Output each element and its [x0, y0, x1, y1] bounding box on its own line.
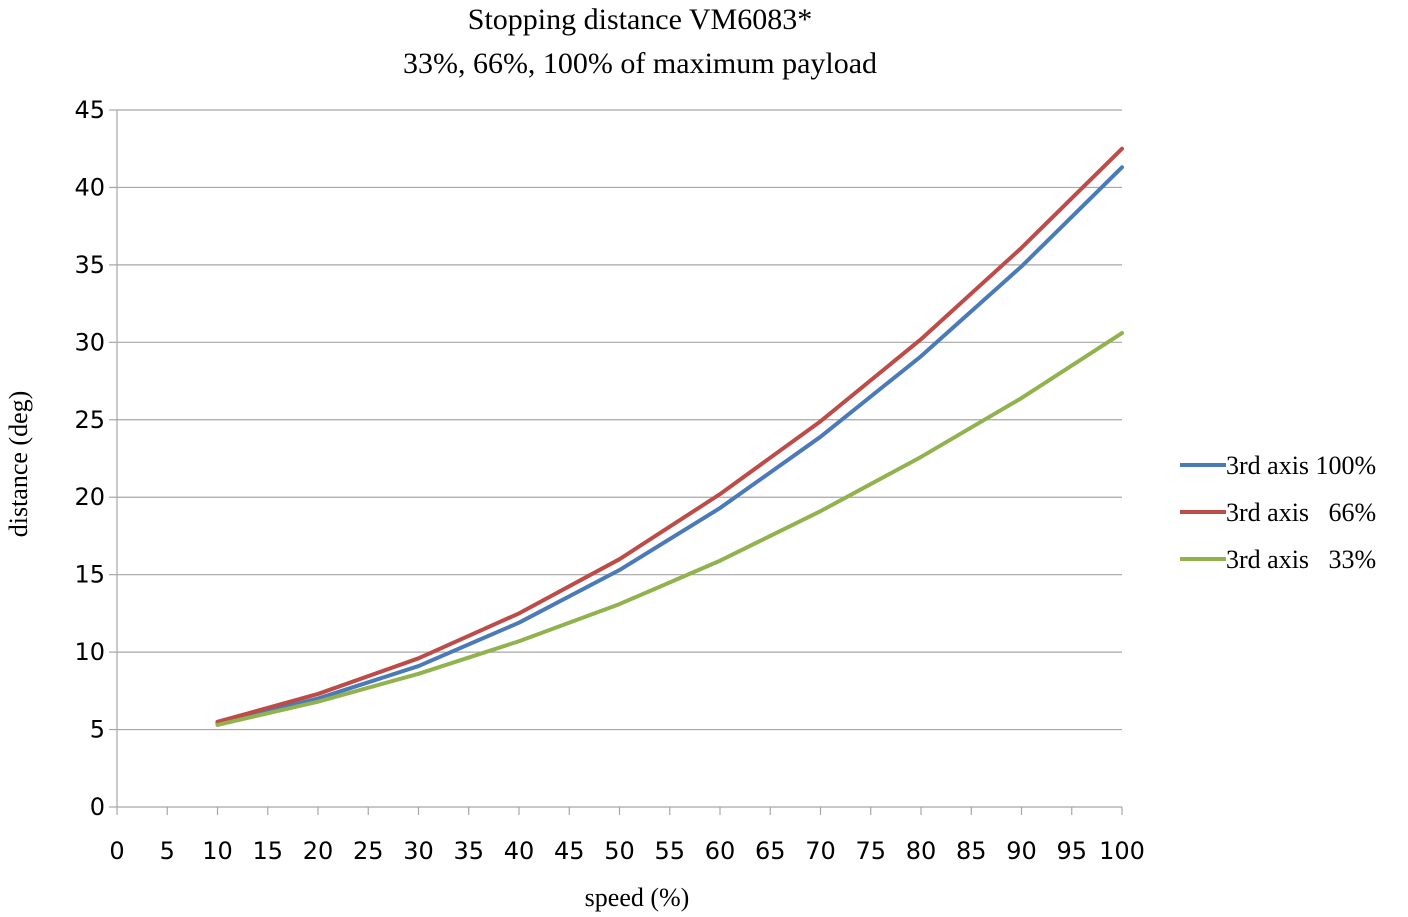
y-axis-label: distance (deg) [4, 391, 33, 538]
y-tick-label: 45 [74, 96, 105, 124]
x-tick-label: 75 [855, 837, 886, 865]
x-axis-label: speed (%) [585, 883, 690, 912]
y-tick-label: 35 [74, 251, 105, 279]
y-tick-label: 5 [90, 716, 105, 744]
x-tick-label: 95 [1056, 837, 1087, 865]
y-tick-label: 25 [74, 406, 105, 434]
x-tick-label: 0 [109, 837, 124, 865]
x-tick-label: 55 [654, 837, 685, 865]
x-tick-label: 50 [604, 837, 635, 865]
legend-label: 3rd axis 66% [1226, 498, 1376, 527]
x-tick-label: 30 [403, 837, 434, 865]
x-tick-label: 85 [956, 837, 987, 865]
chart-subtitle: 33%, 66%, 100% of maximum payload [403, 47, 877, 80]
x-tick-label: 25 [353, 837, 384, 865]
x-tick-label: 100 [1099, 837, 1145, 865]
series-line-1 [215, 165, 1124, 726]
y-tick-label: 10 [74, 638, 105, 666]
y-tick-label: 0 [90, 793, 105, 821]
y-tick-label: 15 [74, 561, 105, 589]
x-tick-label: 35 [453, 837, 484, 865]
chart-title: Stopping distance VM6083* [468, 3, 812, 36]
x-tick-label: 65 [755, 837, 786, 865]
x-tick-label: 80 [906, 837, 937, 865]
series-line-3 [215, 331, 1124, 727]
x-tick-label: 40 [504, 837, 535, 865]
x-tick-label: 10 [202, 837, 233, 865]
legend-label: 3rd axis 100% [1226, 451, 1376, 480]
y-tick-label: 30 [74, 328, 105, 356]
y-tick-label: 40 [74, 173, 105, 201]
gridlines [117, 109, 1122, 731]
x-tick-label: 45 [554, 837, 585, 865]
legend-label: 3rd axis 33% [1226, 545, 1376, 574]
x-tick-label: 60 [705, 837, 736, 865]
x-tick-label: 70 [805, 837, 836, 865]
y-tick-label: 20 [74, 483, 105, 511]
axes [109, 109, 1123, 815]
x-tick-label: 20 [303, 837, 334, 865]
x-tick-labels: 0 5 10 15 20 25 30 35 40 45 50 55 60 65 70 75 80 85 90 95 10… [109, 837, 1145, 865]
x-tick-label: 15 [252, 837, 283, 865]
series-lines [215, 146, 1124, 727]
legend: 3rd axis 100% 3rd axis 66% 3rd axis 33% [1180, 451, 1376, 574]
y-tick-labels: 0 5 10 15 20 25 30 35 40 45 [74, 96, 105, 821]
x-tick-label: 90 [1006, 837, 1037, 865]
x-tick-label: 5 [160, 837, 175, 865]
series-line-2 [215, 146, 1124, 724]
